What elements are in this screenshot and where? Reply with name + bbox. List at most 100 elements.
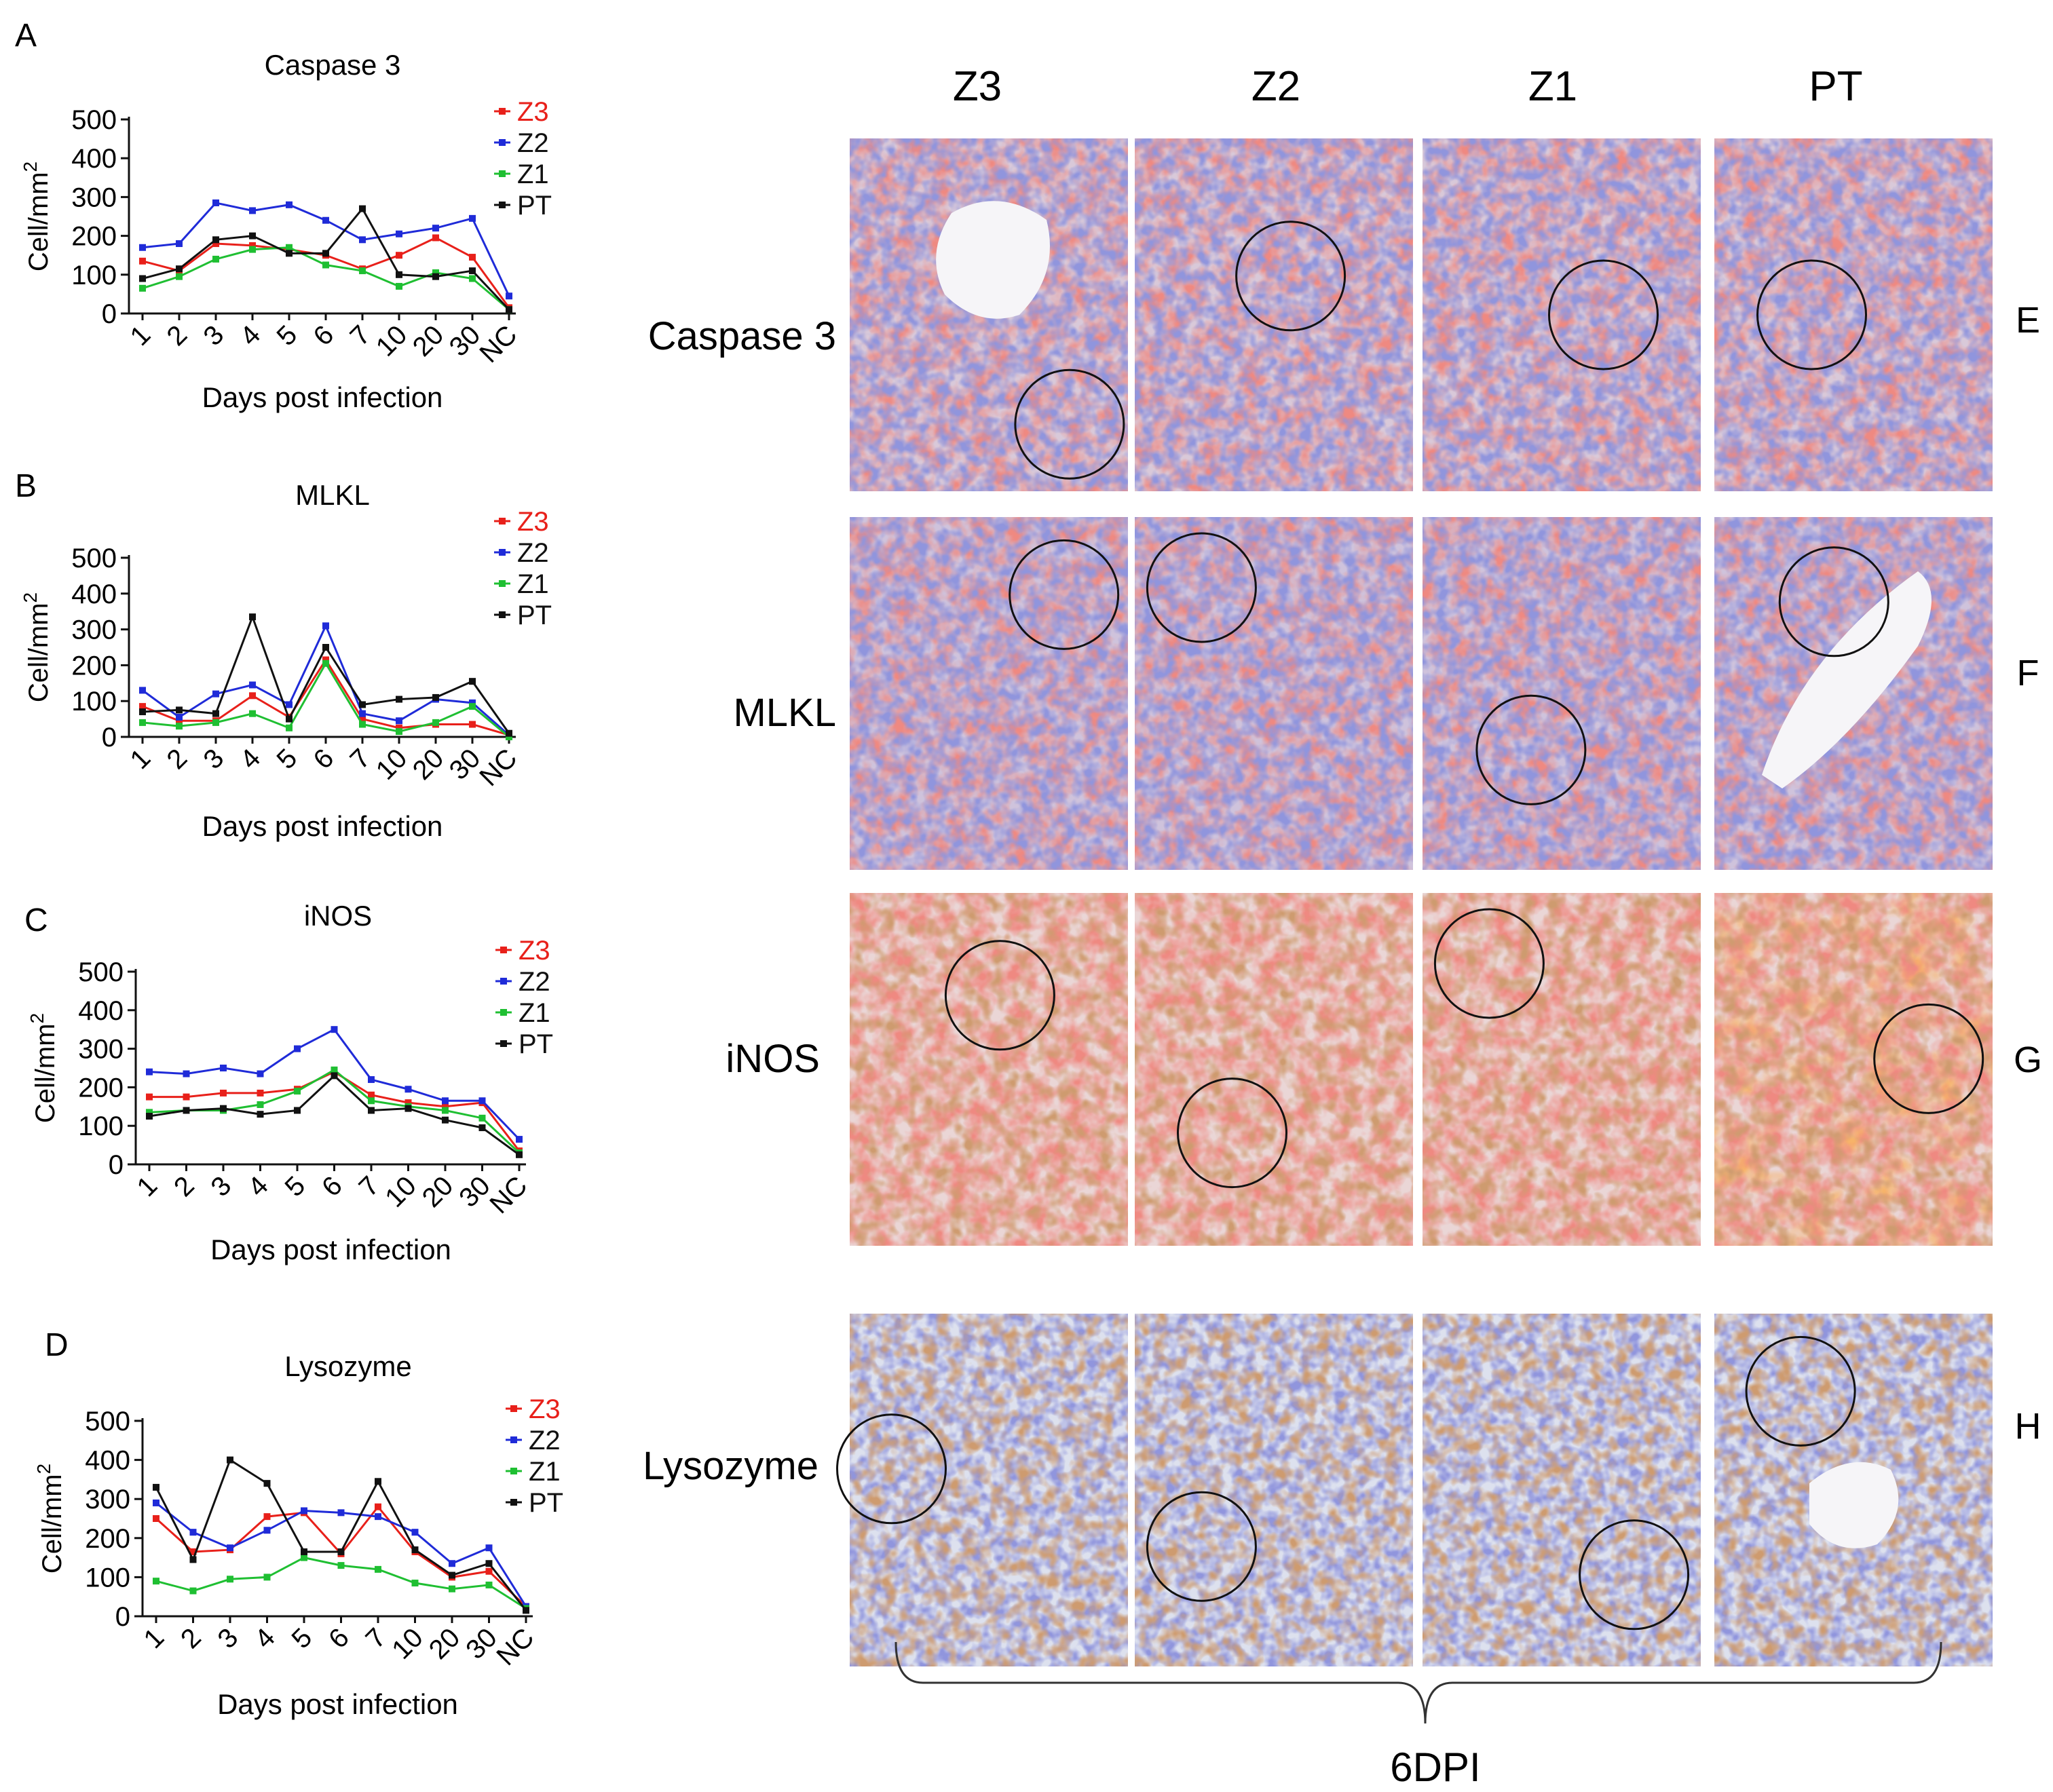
micrograph-inos-pt [1714,893,1993,1246]
legend-item-z1: Z1 [495,998,550,1028]
highlight-circle [1873,1003,1984,1114]
data-point-z1 [212,255,219,263]
micrograph-mlkl-pt [1714,517,1993,870]
x-tick-label: 1 [125,743,157,775]
x-tick-label: 2 [168,1170,200,1202]
row-letter-f: F [2017,653,2039,693]
series-line-z2 [142,623,510,736]
y-tick-label: 400 [85,1446,130,1476]
series-line-z2 [142,202,510,297]
legend-marker [499,580,506,587]
data-point-z3 [442,1103,449,1110]
legend-label: Z3 [517,97,549,127]
data-point-z1 [432,269,439,276]
bracket-line [894,1641,1942,1724]
data-point-pt [212,710,219,717]
y-tick-label: 200 [85,1524,130,1554]
x-tick-label: 6 [316,1170,348,1202]
y-axis-label: Cell/mm2 [20,592,54,702]
data-point-pt [337,1548,345,1555]
data-point-z2 [220,1065,227,1071]
tile-stain [1714,138,1993,491]
panel-letter-d: D [45,1327,69,1363]
legend-marker [500,1009,507,1016]
micrograph-mlkl-z2 [1135,517,1413,870]
highlight-circle [1475,694,1587,805]
data-point-pt [139,708,146,716]
data-point-z3 [322,656,329,664]
data-point-pt [478,1124,486,1132]
legend-marker [500,1040,507,1047]
data-point-z3 [249,242,256,249]
legend-label: Z1 [519,998,550,1028]
data-point-z1 [286,724,293,731]
data-point-z2 [286,701,293,708]
data-point-z1 [411,1580,419,1587]
x-tick-label: NC [474,320,523,368]
data-point-z3 [485,1567,493,1575]
x-tick-label: 5 [271,743,303,775]
row-letter-e: E [2016,300,2040,341]
data-point-z2 [257,1070,264,1078]
x-tick-label: 3 [198,320,230,351]
legend-item-z3: Z3 [494,507,549,537]
legend-label: Z2 [517,538,549,568]
x-tick-label: NC [484,1170,533,1219]
micrograph-lysozyme-z3 [836,1314,1128,1666]
x-tick-label: 30 [453,1170,496,1213]
micrograph-caspase3-z1 [1423,138,1701,491]
data-point-pt [411,1546,419,1554]
x-tick-label: 7 [360,1622,392,1654]
legend-label: PT [517,191,552,221]
vessel-lumen [1809,1462,1899,1548]
micrograph-lysozyme-z2 [1135,1314,1413,1666]
y-tick-label: 200 [71,651,117,681]
legend-item-z3: Z3 [495,936,550,966]
data-point-z1 [469,703,476,710]
data-point-pt [523,1607,529,1614]
x-tick-label: 2 [175,1622,207,1654]
y-axis-label-sup: 2 [20,161,41,172]
data-point-z1 [249,246,256,253]
data-point-z1 [263,1574,271,1581]
data-point-z1 [301,1554,307,1561]
data-point-z1 [294,1088,301,1095]
x-tick-label: NC [491,1622,540,1671]
legend-label: Z3 [529,1394,561,1424]
x-tick-label: 1 [132,1170,164,1202]
x-axis-label: Days post infection [202,810,443,842]
data-point-z1 [359,267,366,275]
data-point-z1 [249,710,256,717]
micrograph-mlkl-z1 [1423,517,1701,870]
x-tick-label: 4 [249,1622,281,1654]
data-point-pt [153,1483,159,1491]
legend-marker [499,202,506,208]
micrograph-inos-z2 [1135,893,1413,1246]
data-point-z3 [212,240,219,248]
tile-stain [1135,893,1413,1246]
highlight-circle [1778,546,1889,657]
data-point-z2 [227,1544,233,1552]
data-point-z1 [153,1578,159,1585]
data-point-z3 [359,715,366,723]
data-point-z3 [257,1089,264,1097]
data-point-z3 [189,1548,197,1555]
data-point-z3 [469,254,476,261]
data-point-z3 [139,703,146,710]
row-label-caspase3: Caspase 3 [648,314,836,358]
y-axis-label: Cell/mm2 [20,161,54,271]
data-point-z3 [183,1093,190,1101]
data-point-z2 [249,681,256,689]
bracket-6dpi: 6DPI [894,1641,1942,1790]
highlight-circle [1014,368,1125,480]
data-point-z3 [146,1093,153,1101]
y-tick-label: 100 [71,687,117,717]
x-tick-label: 30 [460,1622,503,1665]
data-point-z1 [139,284,146,292]
micrograph-inos-z3 [850,893,1128,1246]
data-point-z2 [189,1529,197,1536]
data-point-z1 [506,733,512,740]
micrograph-caspase3-z3 [850,138,1128,491]
data-point-z2 [146,1068,153,1075]
